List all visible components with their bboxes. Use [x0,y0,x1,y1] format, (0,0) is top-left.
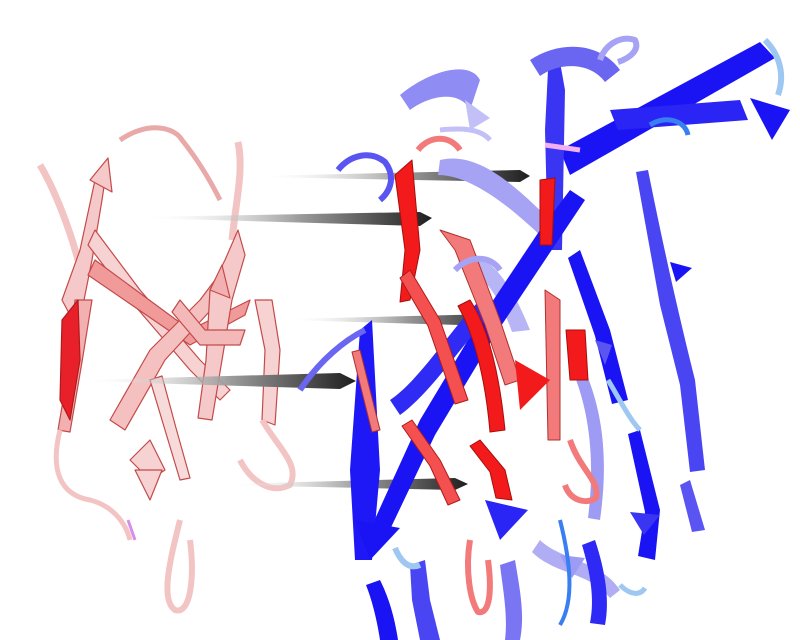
right-arrowhead [355,520,400,560]
right-strand [401,419,461,506]
left-loop [126,519,137,541]
right-strand [399,269,469,405]
right-loop [452,255,503,273]
right-strand [530,46,620,82]
right-strand [565,329,589,381]
right-strand [544,289,561,441]
right-arrowhead [630,512,660,535]
right-loop [618,583,648,596]
right-protein-structure [297,35,790,640]
right-strand [457,299,506,433]
right-loop [558,519,572,627]
arrow [80,373,356,389]
right-loop [562,438,600,505]
left-loop [228,141,244,241]
right-strand [350,320,380,560]
right-arrowhead [670,262,692,282]
arrow [225,478,468,490]
left-loop [237,418,296,492]
right-arrowhead [465,100,490,130]
left-arrowhead [134,469,163,501]
arrow [285,314,505,326]
right-arrowhead [515,360,550,410]
right-loop [597,35,640,65]
left-protein-structure [36,125,296,614]
right-strand [568,250,628,404]
right-arrowhead [750,98,790,140]
right-strand [628,430,660,560]
left-loop [36,163,82,261]
right-loop [762,37,785,96]
right-loop [335,152,394,203]
left-strand [171,299,246,346]
right-strand [500,560,523,640]
left-strand [59,299,81,421]
right-strand [680,480,705,532]
right-arrowhead [595,340,612,365]
left-arrowhead [89,157,113,193]
right-strand [582,540,607,625]
right-strand [469,439,513,501]
right-strand [400,69,480,110]
right-arrowhead [485,500,528,540]
right-loop [648,117,691,136]
left-loop [164,519,195,614]
left-arrowhead [209,264,231,299]
right-strand [438,158,560,245]
right-loop [544,142,581,153]
right-loop [465,539,493,616]
right-loop [415,135,463,153]
arrow [140,212,432,226]
right-strand [366,580,398,640]
left-loop [118,125,223,202]
left-loop [53,429,133,541]
left-strand [149,375,191,481]
right-loop [439,126,492,142]
right-strand [539,177,556,246]
left-strand [254,299,281,426]
right-strand [610,100,748,130]
right-strand [410,560,440,640]
right-strand [636,170,705,472]
right-strand [394,159,421,303]
right-loop [297,327,367,392]
right-loop [605,378,642,432]
right-loop [392,546,422,570]
right-strand [351,349,381,433]
